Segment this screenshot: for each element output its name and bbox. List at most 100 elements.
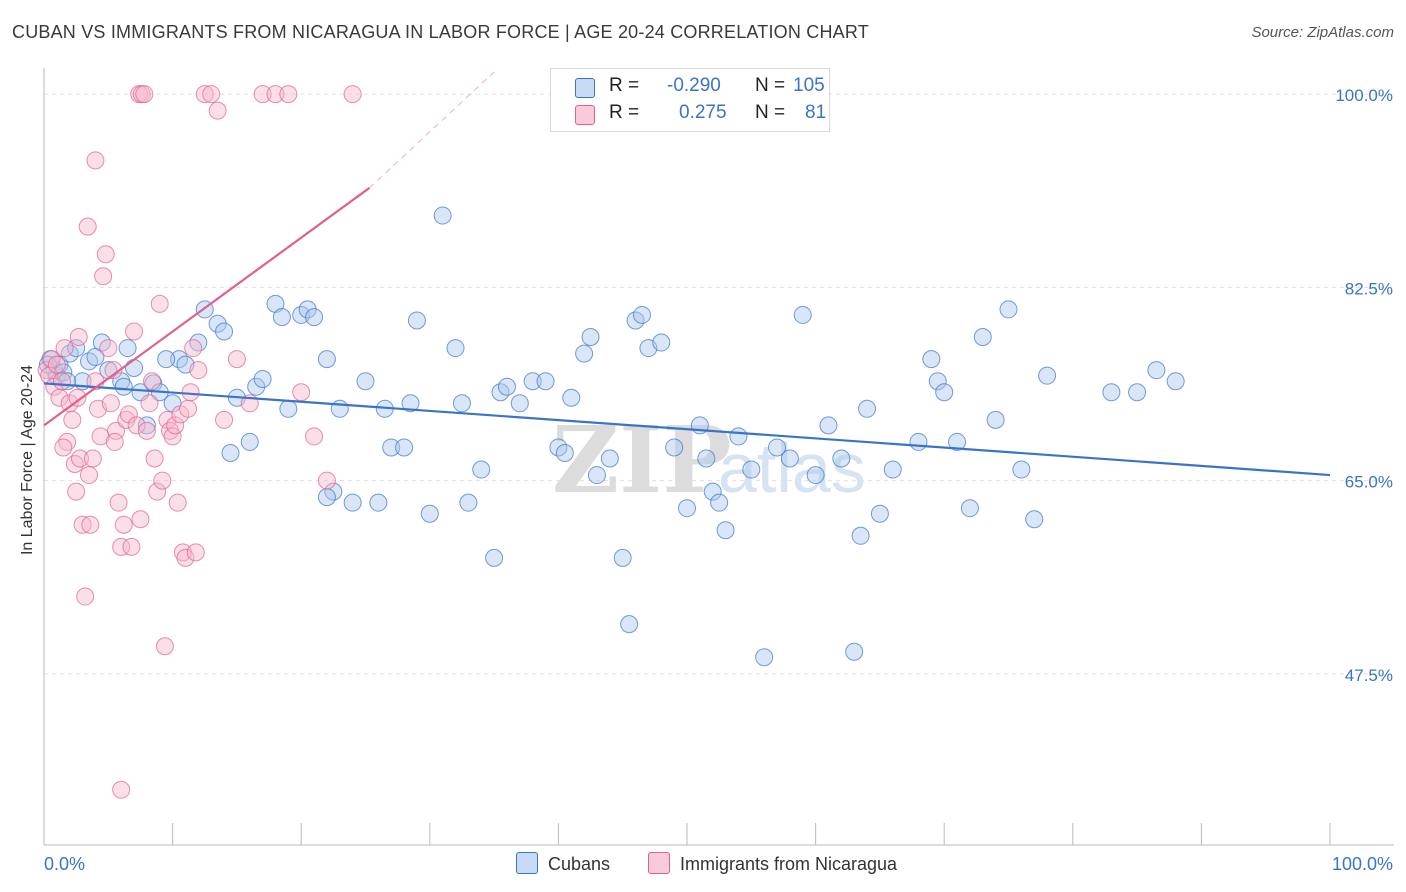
bottom-legend-label-nicaragua: Immigrants from Nicaragua — [680, 854, 898, 874]
cubans-point-86 — [806, 466, 825, 485]
cubans-point-29 — [247, 377, 266, 396]
cubans-point-82 — [755, 648, 774, 667]
nicaragua-point-2 — [42, 350, 61, 369]
legend-swatch-pink — [575, 105, 595, 125]
cubans-point-94 — [909, 432, 928, 451]
nicaragua-point-7 — [55, 339, 74, 358]
cubans-point-39 — [330, 399, 349, 418]
nicaragua-point-42 — [145, 449, 164, 468]
cubans-point-95 — [922, 350, 941, 369]
cubans-point-70 — [632, 305, 651, 324]
chart-title: CUBAN VS IMMIGRANTS FROM NICARAGUA IN LA… — [12, 22, 869, 42]
cubans-point-16 — [137, 416, 156, 435]
cubans-point-101 — [986, 410, 1005, 429]
cubans-point-54 — [485, 548, 504, 567]
cubans-point-61 — [555, 443, 574, 462]
nicaragua-point-69 — [292, 383, 311, 402]
cubans-point-107 — [1128, 383, 1147, 402]
nicaragua-point-12 — [68, 388, 87, 407]
correlation-legend: R = -0.290 N = 105 R = 0.275 N = 81 — [550, 68, 830, 132]
tick-labels: 47.5% 65.0% 82.5% 100.0% 0.0% 100.0% — [44, 86, 1393, 874]
cubans-point-31 — [266, 294, 285, 313]
nicaragua-point-67 — [266, 85, 285, 104]
legend-n-value-cubans: 105 — [793, 75, 825, 96]
cubans-point-64 — [581, 328, 600, 347]
nicaragua-point-25 — [101, 394, 120, 413]
bottom-legend-nicaragua: Immigrants from Nicaragua — [648, 852, 897, 875]
cubans-point-92 — [870, 504, 889, 523]
legend-swatch-blue — [575, 78, 595, 98]
nicaragua-point-66 — [253, 85, 272, 104]
cubans-point-26 — [221, 443, 240, 462]
nicaragua-point-71 — [317, 471, 336, 490]
cubans-point-112 — [114, 377, 133, 396]
cubans-point-33 — [279, 399, 298, 418]
nicaragua-point-30 — [114, 515, 133, 534]
cubans-point-36 — [305, 308, 324, 327]
nicaragua-point-79 — [105, 432, 124, 451]
cubans-point-46 — [401, 394, 420, 413]
cubans-point-98 — [948, 432, 967, 451]
cubans-point-97 — [935, 383, 954, 402]
nicaragua-point-61 — [202, 85, 221, 104]
nicaragua-point-45 — [153, 471, 172, 490]
cubans-trend-line — [43, 382, 1331, 477]
cubans-point-78 — [710, 493, 729, 512]
nicaragua-point-35 — [127, 416, 146, 435]
bottom-legend-swatch-pink — [648, 852, 670, 874]
cubans-point-67 — [613, 548, 632, 567]
cubans-point-30 — [253, 369, 272, 388]
y-tick-label: 65.0% — [1345, 473, 1393, 492]
cubans-point-76 — [697, 449, 716, 468]
nicaragua-point-13 — [71, 449, 90, 468]
nicaragua-point-76 — [67, 482, 86, 501]
cubans-point-49 — [433, 206, 452, 225]
axes — [43, 68, 1394, 846]
nicaragua-point-10 — [63, 410, 82, 429]
cubans-point-52 — [459, 493, 478, 512]
cubans-point-28 — [240, 432, 259, 451]
bottom-legend-label-cubans: Cubans — [548, 854, 611, 874]
cubans-point-32 — [272, 308, 291, 327]
cubans-point-77 — [703, 482, 722, 501]
cubans-point-96 — [928, 372, 947, 391]
y-tick-label: 47.5% — [1345, 666, 1393, 685]
nicaragua-point-33 — [122, 537, 141, 556]
nicaragua-point-17 — [81, 515, 100, 534]
cubans-point-42 — [369, 493, 388, 512]
cubans-point-59 — [536, 372, 555, 391]
cubans-point-114 — [317, 488, 336, 507]
nicaragua-point-49 — [163, 427, 182, 446]
cubans-point-109 — [1166, 372, 1185, 391]
cubans-point-72 — [652, 333, 671, 352]
nicaragua-point-26 — [104, 361, 123, 380]
nicaragua-point-55 — [179, 399, 198, 418]
cubans-point-91 — [858, 399, 877, 418]
cubans-point-99 — [960, 499, 979, 518]
cubans-point-89 — [845, 642, 864, 661]
nicaragua-point-68 — [279, 85, 298, 104]
nicaragua-point-39 — [137, 421, 156, 440]
trend-lines — [43, 71, 1331, 477]
nicaragua-point-70 — [305, 427, 324, 446]
cubans-point-22 — [189, 333, 208, 352]
legend-r-value-cubans: -0.290 — [667, 75, 721, 96]
cubans-point-113 — [157, 350, 176, 369]
nicaragua-point-43 — [148, 482, 167, 501]
x-tick-label-start: 0.0% — [44, 854, 85, 874]
cubans-point-47 — [407, 311, 426, 330]
cubans-point-13 — [118, 339, 137, 358]
legend-n-value-nicaragua: 81 — [805, 102, 827, 123]
nicaragua-point-6 — [53, 372, 72, 391]
nicaragua-point-60 — [195, 85, 214, 104]
cubans-point-105 — [1038, 366, 1057, 385]
cubans-point-106 — [1102, 383, 1121, 402]
cubans-point-68 — [620, 615, 639, 634]
nicaragua-point-15 — [76, 587, 95, 606]
grid-lines — [44, 93, 1394, 675]
nicaragua-point-77 — [80, 466, 99, 485]
legend-r-label: R = — [609, 75, 640, 96]
cubans-point-48 — [420, 504, 439, 523]
nicaragua-point-73 — [86, 151, 105, 170]
